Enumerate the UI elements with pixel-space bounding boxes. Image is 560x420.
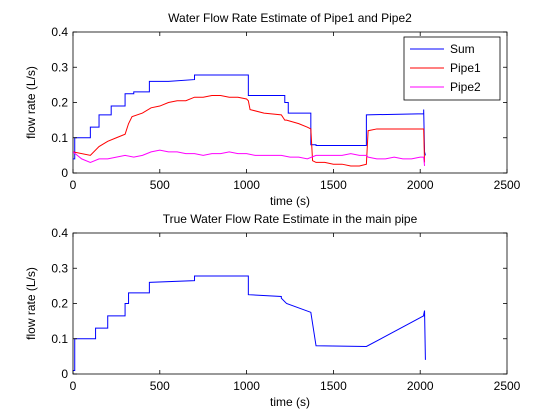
y-tick-label: 0 xyxy=(61,166,68,180)
x-axis-label: time (s) xyxy=(270,395,310,409)
series-line-sum xyxy=(73,74,426,160)
x-tick-label: 500 xyxy=(150,178,170,192)
x-axis-label: time (s) xyxy=(270,194,310,208)
y-tick-label: 0.3 xyxy=(51,60,68,74)
legend: Sum Pipe1 Pipe2 xyxy=(403,36,501,101)
y-tick-label: 0.2 xyxy=(51,96,68,110)
chart-title: Water Flow Rate Estimate of Pipe1 and Pi… xyxy=(168,11,412,25)
series-group xyxy=(73,74,426,167)
x-tick-label: 1500 xyxy=(320,379,347,393)
chart-2: 0 500 1000 1500 2000 2500 0 0.1 0.2 0.3 0.4 True Wa… xyxy=(24,212,521,409)
y-tick-label: 0.1 xyxy=(51,332,68,346)
x-tick-label: 0 xyxy=(70,379,77,393)
y-tick-label: 0 xyxy=(61,367,68,381)
y-tick-label: 0.3 xyxy=(51,261,68,275)
x-tick-label: 1000 xyxy=(233,178,260,192)
axes-frame xyxy=(72,232,508,375)
y-axis-label: flow rate (L/s) xyxy=(24,66,38,139)
x-tick-label: 2000 xyxy=(407,379,434,393)
x-tick-label: 1500 xyxy=(320,178,347,192)
x-tick-label: 500 xyxy=(150,379,170,393)
x-tick-label: 0 xyxy=(70,178,77,192)
x-tick-label: 1000 xyxy=(233,379,260,393)
legend-label: Sum xyxy=(450,42,475,56)
series-line-pipe2 xyxy=(73,149,426,166)
chart-title: True Water Flow Rate Estimate in the mai… xyxy=(163,212,418,226)
x-tick-label: 2500 xyxy=(494,178,521,192)
y-tick-label: 0.4 xyxy=(51,226,68,240)
chart-1: 0 500 1000 1500 2000 2500 0 0.1 0.2 0.3 0.4 Water F… xyxy=(24,11,521,208)
y-tick-label: 0.1 xyxy=(51,131,68,145)
x-tick-label: 2500 xyxy=(494,379,521,393)
y-tick-label: 0.2 xyxy=(51,297,68,311)
series-line-1 xyxy=(73,275,426,371)
series-group xyxy=(73,275,426,371)
y-axis-label: flow rate (L/s) xyxy=(24,267,38,340)
x-tick-label: 2000 xyxy=(407,178,434,192)
legend-label: Pipe2 xyxy=(450,80,481,94)
series-line-pipe1 xyxy=(73,94,426,167)
y-tick-label: 0.4 xyxy=(51,25,68,39)
legend-label: Pipe1 xyxy=(450,61,481,75)
